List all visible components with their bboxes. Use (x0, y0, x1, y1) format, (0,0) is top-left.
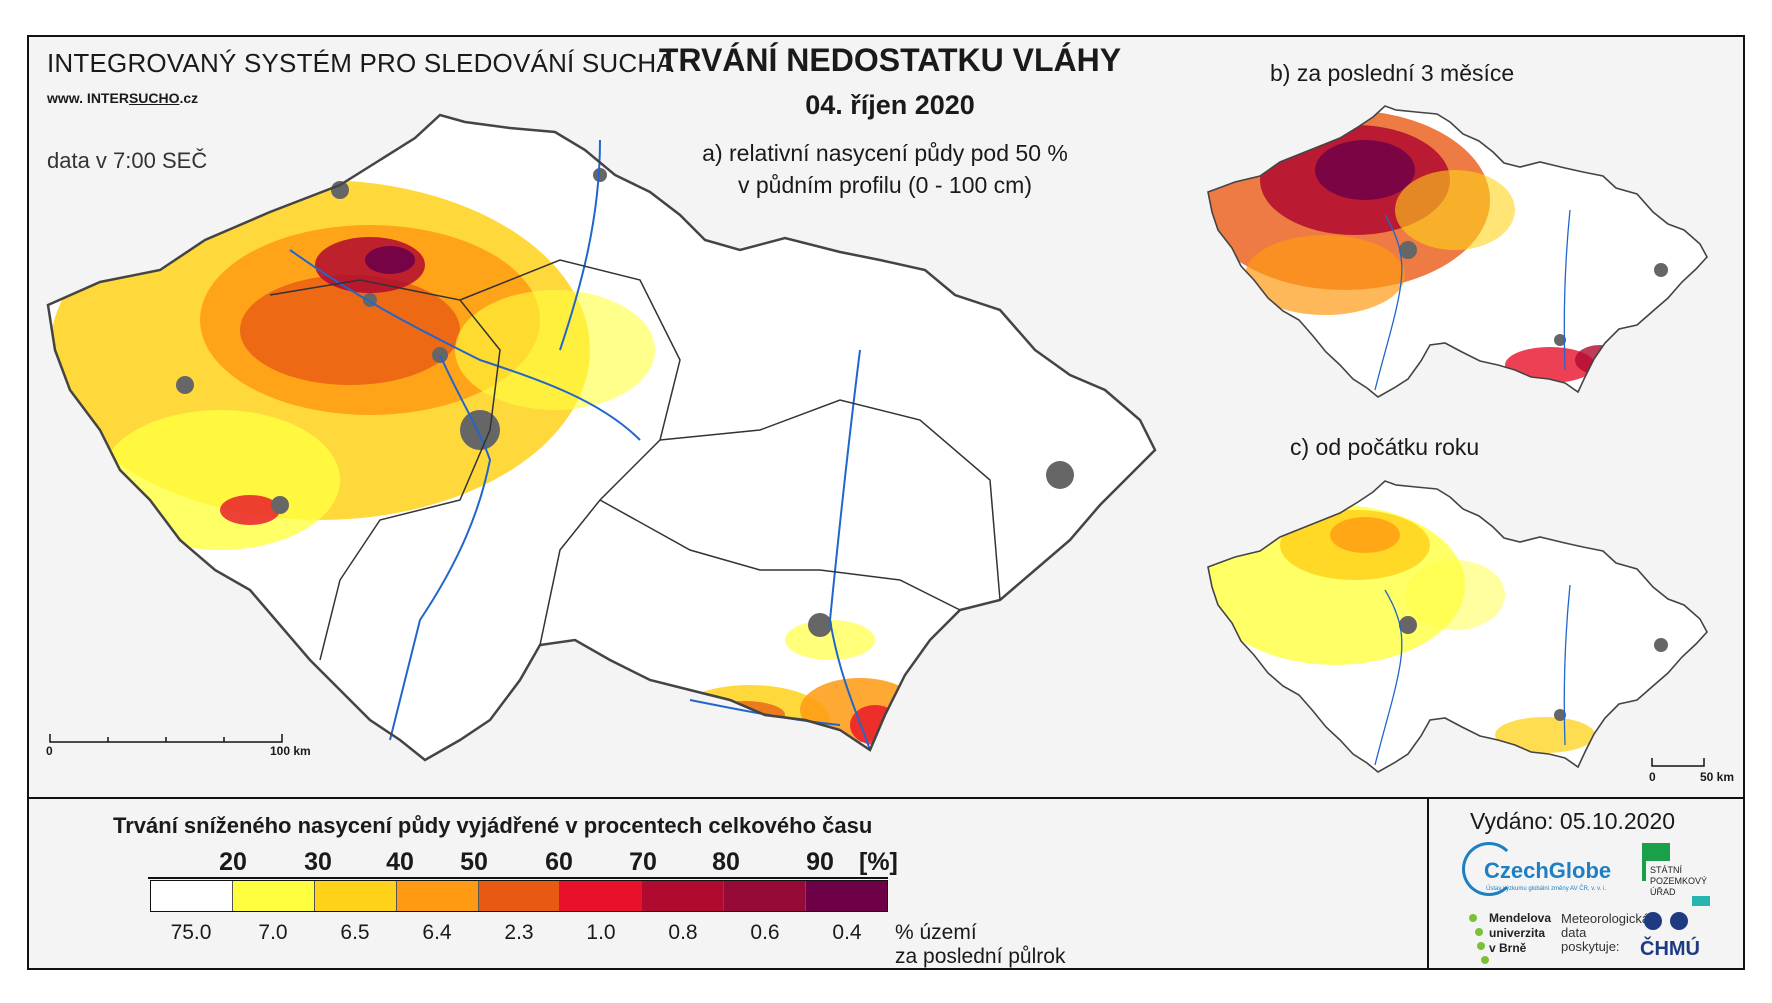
legend-percentage: 0.8 (668, 921, 698, 944)
meteo-line: data (1561, 925, 1587, 940)
country-border (46, 113, 1157, 762)
meteo-line: poskytuje: (1561, 939, 1620, 954)
legend-percentage: 1.0 (586, 921, 616, 944)
czechglobe-subtitle: Ústav výzkumu globální změny AV ČR, v. v… (1486, 886, 1607, 892)
website-prefix: www. INTER (47, 90, 129, 106)
legend-unit: [%] (859, 848, 898, 876)
legend-percentage: 7.0 (258, 921, 288, 944)
legend-percentage: 75.0 (170, 921, 212, 944)
legend-swatch (642, 881, 725, 911)
legend-underline (148, 877, 888, 879)
legend-tick: 30 (304, 848, 332, 876)
legend-color-scale (150, 880, 888, 912)
legend-percentage: 0.6 (750, 921, 780, 944)
legend-tick: 80 (712, 848, 740, 876)
small-scale-end: 50 km (1700, 770, 1735, 784)
legend-pct-note-line1: % území (895, 921, 977, 944)
legend-tick: 90 (806, 848, 834, 876)
map-last-3-months (1207, 105, 1708, 398)
website-underlined: SUCHO (128, 90, 180, 106)
main-scale-end: 100 km (270, 744, 311, 758)
rivers (289, 139, 871, 751)
spu-line: ÚŘAD (1650, 887, 1676, 897)
legend-swatch (314, 881, 397, 911)
czechglobe-name: CzechGlobe (1484, 858, 1612, 883)
website-suffix: .cz (179, 90, 199, 106)
footer-divider (1427, 797, 1429, 970)
legend-tick: 60 (545, 848, 573, 876)
legend-swatch (724, 881, 807, 911)
mendel-line: v Brně (1489, 941, 1527, 955)
legend-tick: 40 (386, 848, 414, 876)
panel-a-caption-line1: a) relativní nasycení půdy pod 50 % (702, 140, 1068, 166)
issued-date: Vydáno: 05.10.2020 (1470, 808, 1676, 834)
meteo-data-credit: Meteorologická data poskytuje: (1561, 912, 1649, 954)
meteo-line: Meteorologická (1561, 911, 1650, 926)
small-scale-zero: 0 (1649, 770, 1656, 784)
main-title: TRVÁNÍ NEDOSTATKU VLÁHY (658, 42, 1122, 78)
legend-title: Trvání sníženého nasycení půdy vyjádřené… (113, 813, 873, 838)
small-scale-bar (1651, 758, 1705, 767)
legend-swatch (232, 881, 315, 911)
main-date: 04. říjen 2020 (805, 90, 975, 120)
panel-b-caption: b) za poslední 3 měsíce (1270, 60, 1515, 86)
legend-percentage: 6.4 (422, 921, 452, 944)
spu-line: POZEMKOVÝ (1650, 876, 1708, 886)
legend-percentage: 6.5 (340, 921, 370, 944)
region-borders (269, 259, 1001, 661)
main-scale-zero: 0 (46, 744, 53, 758)
legend-swatch (151, 881, 233, 911)
data-time-label: data v 7:00 SEČ (47, 148, 208, 173)
legend-swatch (560, 881, 643, 911)
czechglobe-logo: CzechGlobe Ústav výzkumu globální změny … (1462, 840, 1612, 900)
legend-swatch (396, 881, 479, 911)
mendel-line: Mendelova (1489, 911, 1552, 925)
panel-a-caption-line2: v půdním profilu (0 - 100 cm) (737, 172, 1032, 198)
mendel-university-logo: Mendelova univerzita v Brně (1465, 910, 1560, 970)
main-drought-map (46, 113, 1157, 762)
legend-tick: 70 (629, 848, 657, 876)
mendel-line: univerzita (1489, 926, 1546, 940)
legend-tick: 20 (219, 848, 247, 876)
legend-divider (27, 797, 1745, 799)
legend-percentage: 0.4 (832, 921, 862, 944)
legend-tick: 50 (460, 848, 488, 876)
system-title: INTEGROVANÝ SYSTÉM PRO SLEDOVÁNÍ SUCHA (47, 48, 674, 78)
spu-logo: STÁTNÍ POZEMKOVÝ ÚŘAD (1642, 843, 1732, 913)
map-since-year-start (1207, 480, 1708, 773)
website-link[interactable]: www. INTERSUCHO.cz (47, 90, 198, 106)
spu-line: STÁTNÍ (1650, 865, 1683, 875)
legend-pct-note-line2: za poslední půlrok (895, 945, 1066, 968)
main-scale-bar (49, 734, 283, 743)
chmu-name: ČHMÚ (1640, 938, 1700, 960)
legend-swatch (806, 881, 888, 911)
legend-swatch (478, 881, 561, 911)
chmu-logo: ČHMÚ (1640, 912, 1720, 962)
legend-percentage: 2.3 (504, 921, 534, 944)
city-markers (176, 168, 1074, 637)
panel-c-caption: c) od počátku roku (1290, 434, 1480, 460)
